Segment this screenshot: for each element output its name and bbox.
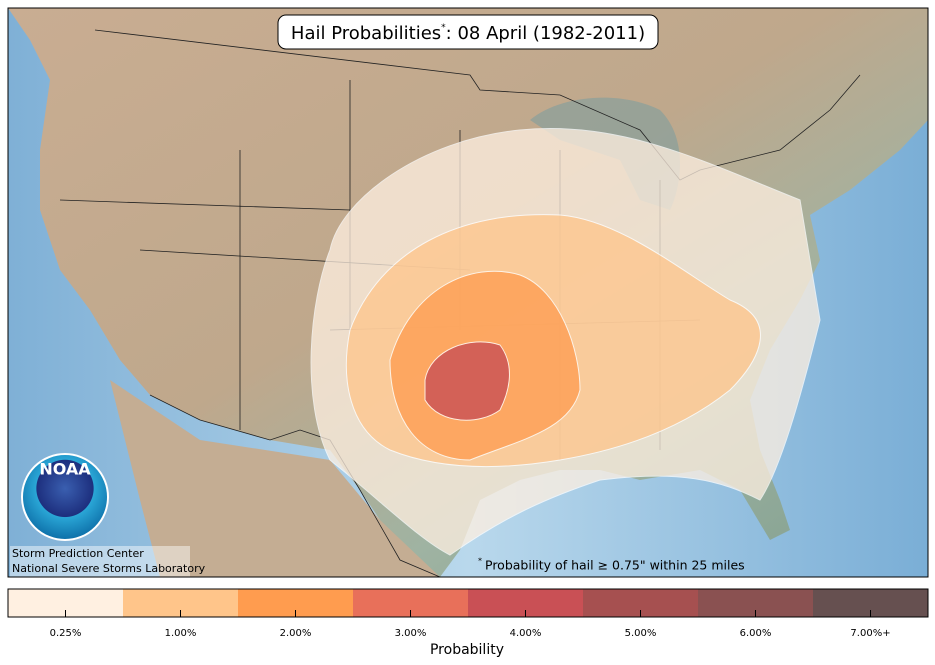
title-main: Hail Probabilities (291, 23, 441, 44)
map: NOAA Storm Prediction Center National Se… (7, 7, 929, 578)
footnote-marker: * (478, 557, 482, 566)
legend-label: 4.00% (510, 628, 542, 639)
credits-box (10, 546, 190, 577)
legend-frame (7, 588, 929, 618)
credit: Storm Prediction Center (12, 547, 144, 560)
legend-label: 2.00% (280, 628, 312, 639)
contour-3 (424, 341, 510, 421)
logo-circle (21, 453, 109, 541)
legend-label: 3.00% (395, 628, 427, 639)
legend-label: 7.00%+ (850, 628, 890, 639)
legend-label: 5.00% (625, 628, 657, 639)
legend-title: Probability (430, 642, 504, 658)
title-date: : 08 April (1982-2011) (446, 23, 645, 44)
footnote: Probability of hail ≥ 0.75" within 25 mi… (485, 558, 745, 573)
legend-label: 0.25% (50, 628, 82, 639)
title-box (277, 14, 659, 50)
logo-text: NOAA (39, 460, 91, 479)
noaa-logo: NOAA (21, 453, 109, 541)
title-marker: * (441, 23, 446, 33)
credit: National Severe Storms Laboratory (12, 562, 206, 575)
legend-label: 6.00% (740, 628, 772, 639)
map-frame (7, 7, 929, 578)
legend: 0.25% 1.00% 2.00% 3.00% 4.00% 5.00% 6.00% 7.00%… (7, 588, 929, 639)
title: Hail Probabilities*: 08 April (1982-2011… (291, 23, 645, 45)
probability-contours (310, 127, 821, 556)
land (110, 380, 440, 577)
legend-label: 1.00% (165, 628, 197, 639)
